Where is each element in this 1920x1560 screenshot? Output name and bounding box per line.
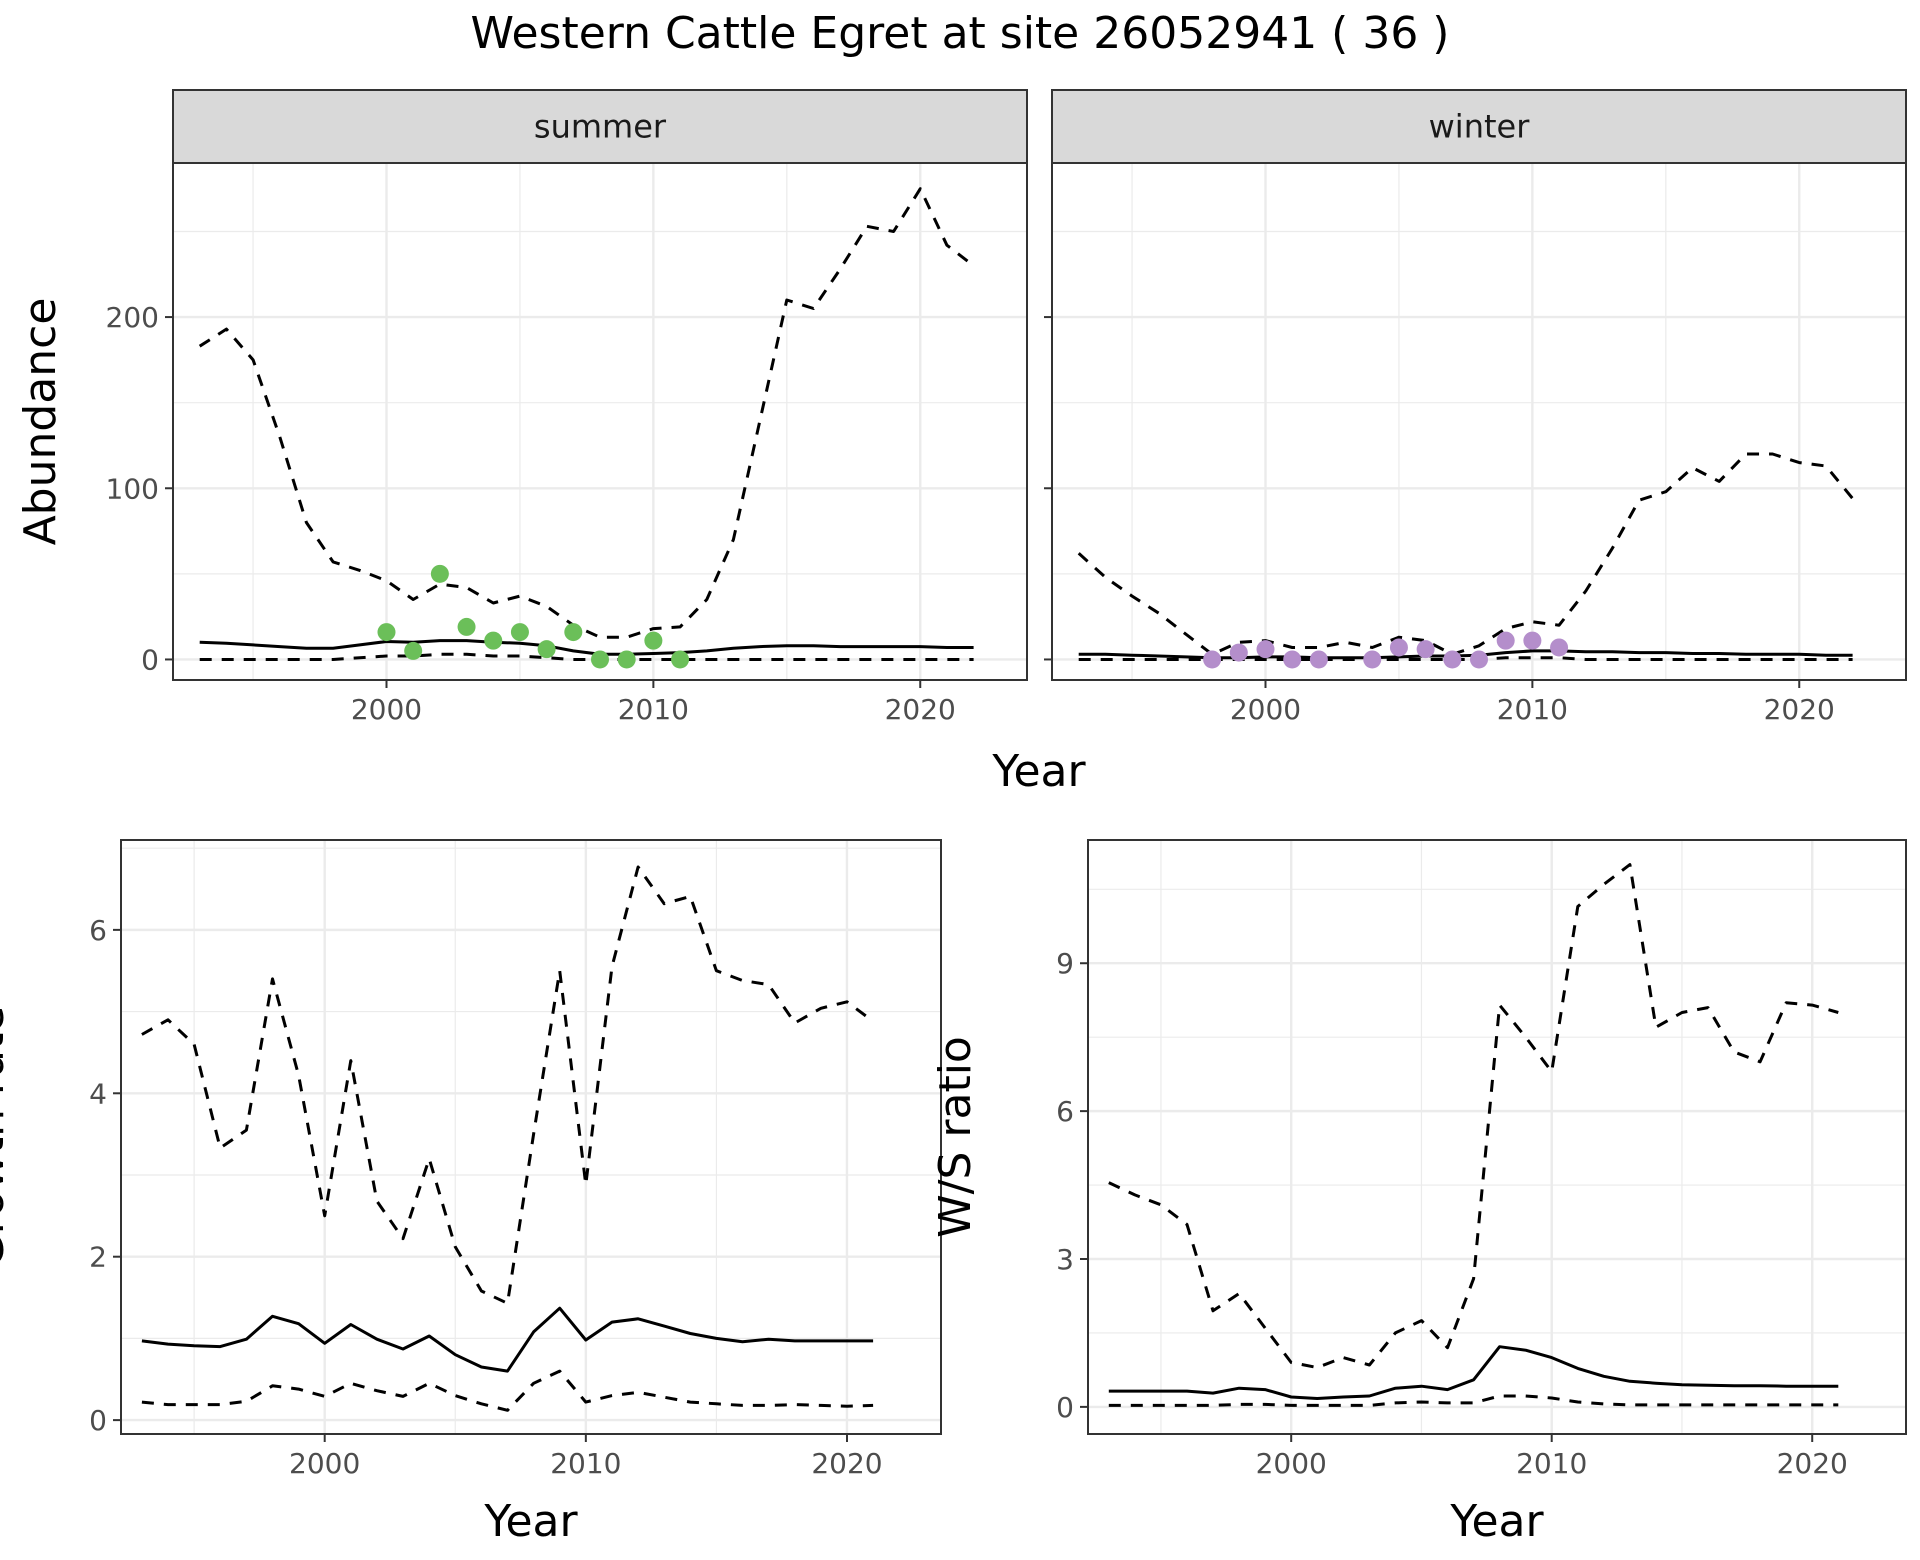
data-point bbox=[404, 641, 423, 660]
x-tick-label: 2000 bbox=[1230, 693, 1301, 726]
y-tick-label: 0 bbox=[1056, 1391, 1074, 1424]
series-line-lower bbox=[199, 652, 974, 661]
data-point bbox=[1363, 650, 1382, 669]
series-line-lower bbox=[1108, 1394, 1839, 1407]
strip-label: summer bbox=[534, 108, 667, 146]
panel-ws-ratio: 2000 2010 2020 0 3 6 9 W/S ratio Year bbox=[930, 839, 1907, 1547]
data-point bbox=[1389, 638, 1408, 657]
x-tick-label: 2020 bbox=[1777, 1447, 1848, 1480]
series-line-mean bbox=[1108, 1345, 1839, 1400]
figure-title: Western Cattle Egret at site 26052941 ( … bbox=[471, 8, 1450, 59]
y-tick-label: 2 bbox=[89, 1241, 107, 1274]
data-point bbox=[644, 631, 663, 650]
data-point bbox=[1470, 650, 1488, 669]
y-tick-label: 4 bbox=[89, 1077, 107, 1110]
data-point bbox=[1309, 650, 1328, 669]
series-line-lower bbox=[1078, 656, 1853, 661]
x-tick-label: 2000 bbox=[351, 693, 422, 726]
strip-label: winter bbox=[1429, 108, 1531, 146]
panel-background bbox=[173, 163, 1027, 680]
y-axis-title: W/S ratio bbox=[930, 1036, 981, 1238]
data-point bbox=[1416, 640, 1435, 659]
data-point bbox=[1256, 640, 1275, 659]
y-tick-label: 9 bbox=[1056, 947, 1074, 980]
data-point bbox=[1443, 650, 1462, 669]
series-line-upper bbox=[1108, 863, 1839, 1369]
panel-growth: 2000 2010 2020 0 2 4 6 Growth rate Year bbox=[0, 839, 942, 1547]
y-tick-label: 200 bbox=[106, 301, 159, 334]
data-point bbox=[1283, 650, 1302, 669]
data-point bbox=[537, 640, 556, 659]
y-tick-label: 3 bbox=[1056, 1243, 1074, 1276]
data-point bbox=[510, 623, 529, 642]
data-point bbox=[1496, 631, 1515, 650]
x-tick-label: 2000 bbox=[289, 1447, 360, 1480]
top-row-x-title: Year bbox=[991, 746, 1086, 797]
panel-summer: summer 2000 2010 2020 0 100 200 Abundance bbox=[15, 89, 1028, 726]
panel-winter: winter 2000 2010 2020 bbox=[1044, 89, 1907, 726]
strip-background bbox=[1051, 89, 1907, 164]
strip-background bbox=[172, 89, 1028, 164]
data-point bbox=[1550, 638, 1569, 657]
panel-border bbox=[1087, 839, 1907, 1435]
data-point bbox=[1229, 643, 1248, 662]
y-tick-label: 0 bbox=[141, 643, 159, 676]
x-tick-label: 2010 bbox=[1497, 693, 1568, 726]
y-tick-label: 6 bbox=[1056, 1095, 1074, 1128]
x-tick-label: 2010 bbox=[618, 693, 689, 726]
panel-border bbox=[120, 839, 942, 1435]
data-point bbox=[1523, 631, 1542, 650]
y-tick-label: 0 bbox=[89, 1404, 107, 1437]
x-axis-title: Year bbox=[991, 746, 1086, 797]
x-tick-label: 2020 bbox=[1764, 693, 1835, 726]
data-point bbox=[617, 650, 636, 669]
x-tick-label: 2020 bbox=[811, 1447, 882, 1480]
y-axis-title: Growth rate bbox=[0, 1006, 14, 1269]
x-tick-label: 2000 bbox=[1256, 1447, 1327, 1480]
data-point bbox=[377, 623, 396, 642]
series-line-mean bbox=[199, 639, 974, 656]
data-point bbox=[564, 623, 583, 642]
y-tick-label: 100 bbox=[106, 472, 159, 505]
data-point bbox=[430, 564, 449, 583]
series-line-lower bbox=[141, 1369, 874, 1412]
x-tick-label: 2020 bbox=[885, 693, 956, 726]
y-tick-label: 6 bbox=[89, 914, 107, 947]
data-point bbox=[457, 617, 476, 636]
x-axis-title: Year bbox=[483, 1496, 578, 1547]
data-point bbox=[484, 631, 503, 650]
panel-background bbox=[1088, 840, 1906, 1434]
series-line-mean bbox=[141, 1306, 874, 1373]
x-tick-label: 2010 bbox=[1516, 1447, 1587, 1480]
data-point bbox=[591, 650, 609, 669]
panel-background bbox=[1052, 163, 1906, 680]
data-point bbox=[1203, 650, 1222, 669]
x-axis-title: Year bbox=[1449, 1496, 1544, 1547]
series-line-upper bbox=[1077, 452, 1854, 656]
x-tick-label: 2010 bbox=[550, 1447, 621, 1480]
series-line-upper bbox=[198, 187, 975, 639]
y-axis-title: Abundance bbox=[15, 298, 66, 546]
data-point bbox=[671, 650, 690, 669]
